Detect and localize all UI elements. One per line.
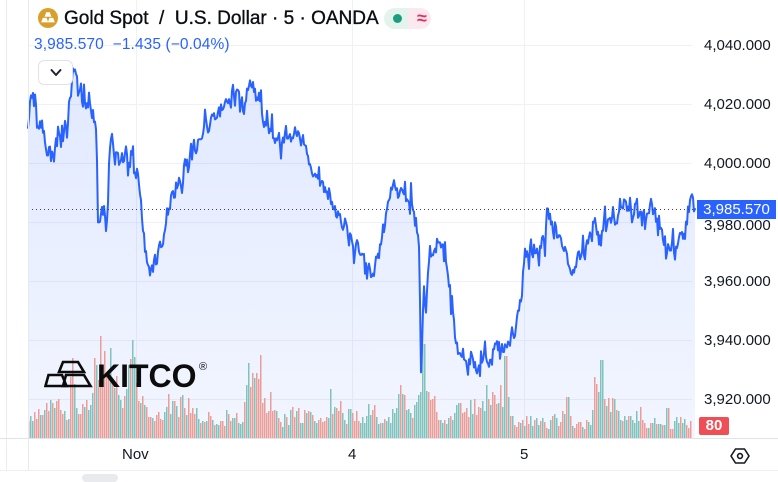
svg-text:®: ®	[199, 361, 207, 373]
svg-text:KITCO: KITCO	[97, 358, 197, 392]
